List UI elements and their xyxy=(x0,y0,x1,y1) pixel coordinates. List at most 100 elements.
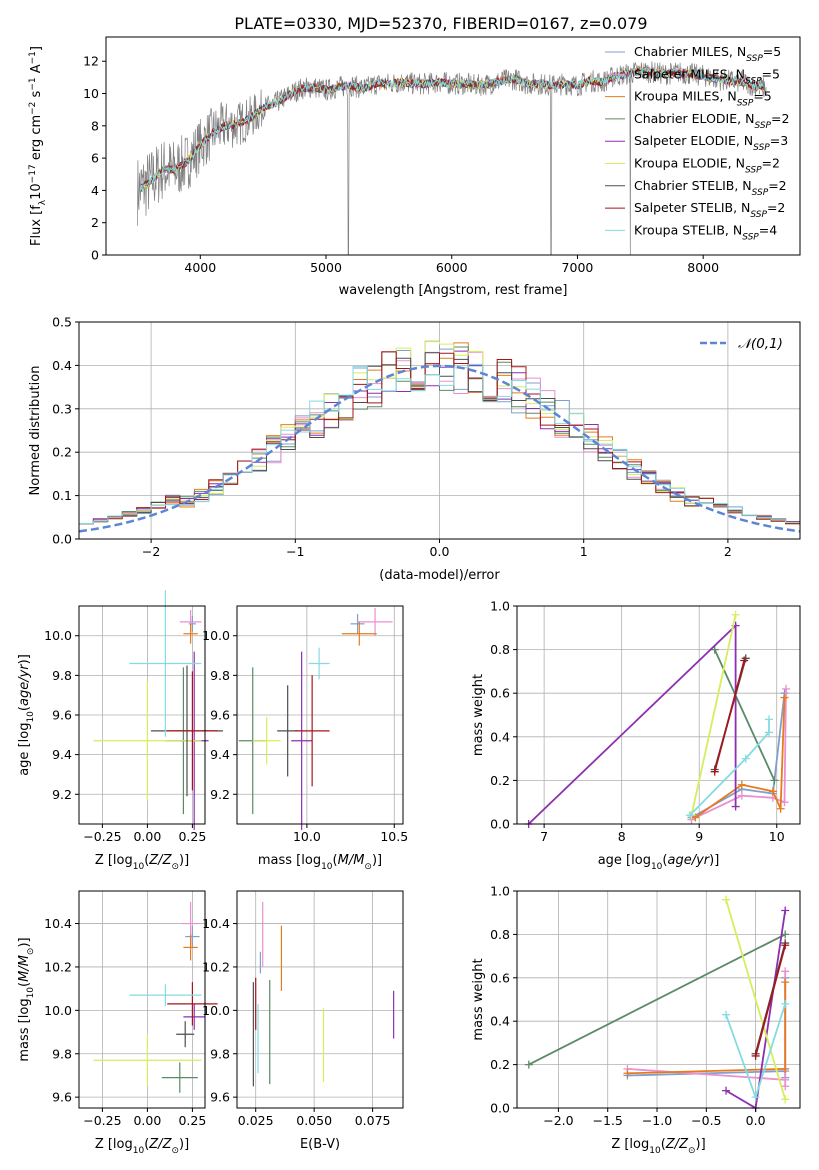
weight-marker-salpeter_stelib xyxy=(781,941,790,950)
label-part: s xyxy=(29,90,44,101)
mass_vs_ebv-axes xyxy=(237,891,403,1108)
mass_vs_Z-points xyxy=(93,901,218,1093)
mass_vs_Z-frame: −0.25 0.00 0.25 9.6 9.8 10.0 10.2 10.4 xyxy=(44,890,206,1128)
legend-label-chabrier_stelib: Chabrier STELIB, NSSP=2 xyxy=(634,178,787,198)
label-part: ( xyxy=(144,1137,149,1152)
label-part: Z [log xyxy=(95,1137,133,1152)
age_vs_Z-ylabel: age [log10(age/yr)] xyxy=(17,654,36,776)
x-tick-label: −1.5 xyxy=(593,1113,623,1128)
y-tick-label: 0.8 xyxy=(490,927,510,942)
weight-line-kroupa_miles xyxy=(694,697,786,819)
y-tick-label: 0.0 xyxy=(490,817,510,832)
label-part: 10 xyxy=(321,862,333,872)
legend-value: =2 xyxy=(771,111,789,126)
legend-value: =4 xyxy=(759,222,777,237)
legend-label-chabrier_elodie: Chabrier ELODIE, NSSP=2 xyxy=(634,111,789,131)
legend-text: Kroupa ELODIE, N xyxy=(634,156,745,171)
x-tick-label: 7000 xyxy=(562,260,594,275)
label-part: Z [log xyxy=(611,1137,649,1152)
label-part: ⊙ xyxy=(171,862,179,872)
legend-sub: SSP xyxy=(737,99,754,109)
legend-sub: SSP xyxy=(753,143,770,153)
y-tick-label: 12 xyxy=(83,54,99,69)
legend-label-kroupa_miles: Kroupa MILES, NSSP=5 xyxy=(634,89,772,109)
mass_vs_ebv-points xyxy=(252,901,395,1087)
weight-marker-kroupa_stelib xyxy=(781,999,790,1008)
weight-line-salpeter_stelib xyxy=(754,945,787,1057)
label-part: −1 xyxy=(28,77,38,90)
legend-text: Salpeter ELODIE, N xyxy=(634,133,753,148)
legend-text: Chabrier MILES, N xyxy=(634,44,746,59)
weight-marker-kroupa_miles xyxy=(781,978,790,987)
x-tick-label: 7 xyxy=(540,829,548,844)
y-tick-label: 0.3 xyxy=(52,401,72,416)
weight-line-kroupa_elodie xyxy=(725,899,787,1100)
x-tick-label: 5000 xyxy=(310,260,342,275)
weight-marker-salpeter_stelib xyxy=(740,656,749,665)
x-tick-label: 0.25 xyxy=(178,829,206,844)
label-part: ⊙ xyxy=(364,862,372,872)
y-tick-label: 10.2 xyxy=(202,959,230,974)
label-part: )] xyxy=(17,654,32,664)
label-part: Z/Z xyxy=(148,1137,172,1152)
label-part: ( xyxy=(144,853,149,868)
axes-frame xyxy=(78,890,206,1109)
label-part: )] xyxy=(17,937,32,947)
mass_vs_ebv-frame: 0.025 0.050 0.075 9.6 9.8 10.0 10.2 10.4 xyxy=(202,890,404,1128)
weight-marker-salpeter_miles xyxy=(737,791,746,800)
label-part: ( xyxy=(17,706,32,711)
y-tick-label: 6 xyxy=(91,151,99,166)
x-tick-label: 1 xyxy=(580,544,588,559)
x-tick-label: 0.25 xyxy=(178,1113,206,1128)
weight-marker-kroupa_stelib xyxy=(722,1010,731,1019)
legend-text: Salpeter STELIB, N xyxy=(634,200,750,215)
x-tick-label: 10.0 xyxy=(293,829,321,844)
weight-line-kroupa_stelib xyxy=(689,719,770,816)
legend-label-salpeter_stelib: Salpeter STELIB, NSSP=2 xyxy=(634,200,785,220)
x-tick-label: 2 xyxy=(724,544,732,559)
label-part: λ xyxy=(38,199,48,205)
axes-frame xyxy=(516,605,801,825)
label-part: ( xyxy=(661,1137,666,1152)
y-tick-label: 9.8 xyxy=(210,1046,230,1061)
x-tick-label: −1.0 xyxy=(642,1113,672,1128)
weight-marker-chabrier_elodie xyxy=(770,776,779,785)
y-tick-label: 9.2 xyxy=(52,787,72,802)
x-tick-label: 0.075 xyxy=(355,1113,391,1128)
y-tick-label: 9.2 xyxy=(210,787,230,802)
label-part: 10 xyxy=(649,1146,661,1156)
x-tick-label: −0.25 xyxy=(83,829,121,844)
residual_histogram-frame: −2 −1 0.0 1 2 0.0 0.1 0.2 0.3 0.4 0.5 xyxy=(52,315,801,559)
x-tick-label: 8000 xyxy=(687,260,719,275)
age_vs_mass-frame: 10.0 10.5 9.2 9.4 9.6 9.8 10.0 xyxy=(202,605,408,844)
label-part: 10 xyxy=(26,987,36,999)
weight_vs_Z-frame: −2.0 −1.5 −1.0 −0.5 0.0 0.0 0.2 0.4 0.6 0.8 1.0 xyxy=(490,884,801,1128)
y-tick-label: 4 xyxy=(91,183,99,198)
age_vs_Z-frame: −0.25 0.00 0.25 9.2 9.4 9.6 9.8 10.0 xyxy=(44,605,206,844)
weight-line-salpeter_stelib xyxy=(713,660,746,772)
legend-value: =5 xyxy=(753,89,771,104)
weight_vs_Z-xlabel: Z [log10(Z/Z⊙)] xyxy=(611,1137,705,1156)
weight-marker-kroupa_miles xyxy=(780,693,789,702)
weight-marker-kroupa_miles xyxy=(768,787,777,796)
label-part: ⊙ xyxy=(688,1146,696,1156)
age_vs_mass-points xyxy=(238,607,393,830)
legend-text: Chabrier STELIB, N xyxy=(634,178,752,193)
x-tick-label: 4000 xyxy=(184,260,216,275)
label-part: ( xyxy=(333,853,338,868)
label-part: 10 xyxy=(133,1146,145,1156)
y-tick-label: 8 xyxy=(91,118,99,133)
label-part: Z [log xyxy=(95,853,133,868)
label-part: ⊙ xyxy=(26,948,36,956)
age_vs_Z-xlabel: Z [log10(Z/Z⊙)] xyxy=(95,853,189,872)
weight_vs_age-frame: 7 8 9 10 0.0 0.2 0.4 0.6 0.8 1.0 xyxy=(490,599,801,844)
label-part: )] xyxy=(372,853,382,868)
label-part: M/M xyxy=(17,955,32,982)
label-part: 10 xyxy=(29,183,44,200)
spectrum-frame: 4000 5000 6000 7000 8000 0 2 4 6 8 10 12 xyxy=(83,36,801,275)
y-tick-label: 0.1 xyxy=(52,488,72,503)
axes-frame xyxy=(105,36,801,256)
legend-label-salpeter_miles: Salpeter MILES, NSSP=5 xyxy=(634,66,780,86)
weight-marker-kroupa_miles xyxy=(781,1064,790,1073)
